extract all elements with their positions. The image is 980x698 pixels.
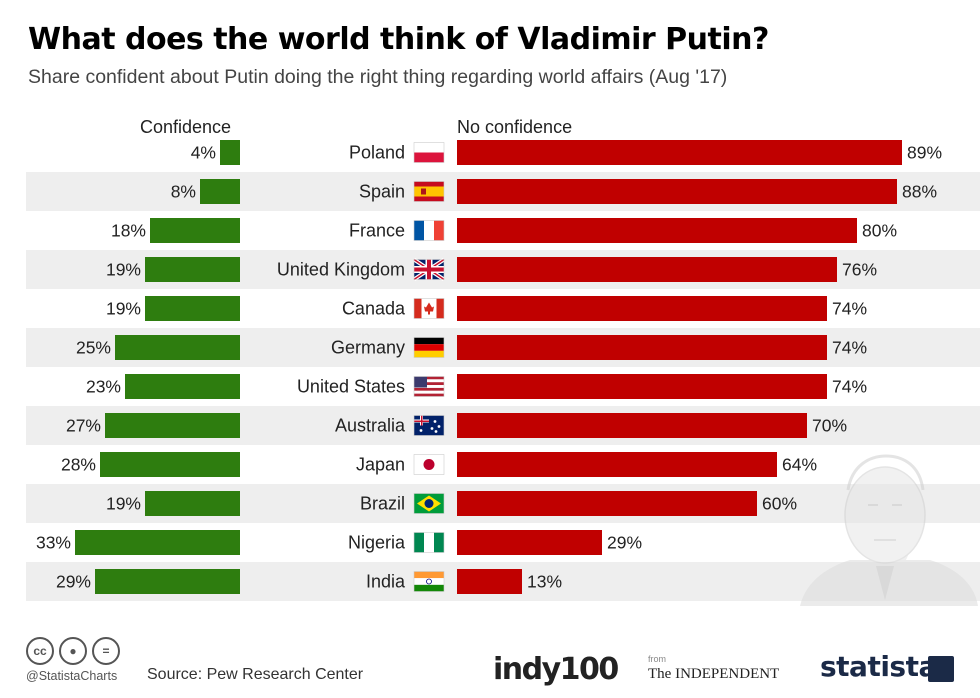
usa-flag-icon [413,376,445,397]
japan-flag-icon [413,454,445,475]
country-label: France [349,221,405,241]
no-confidence-bar [457,374,827,399]
no-confidence-value-label: 13% [527,572,562,592]
brazil-flag-icon [413,493,445,514]
confidence-bar [150,218,240,243]
confidence-value-label: 4% [191,143,216,163]
country-label: Germany [331,338,405,358]
no-confidence-bar [457,491,757,516]
indy100-logo: indy100 [493,652,620,687]
country-label: Australia [335,416,406,436]
confidence-bar [145,296,240,321]
confidence-bar [75,530,240,555]
no-confidence-bar [457,335,827,360]
no-confidence-bar [457,413,807,438]
poland-flag-icon [413,142,445,163]
country-label: Brazil [360,494,405,514]
uk-flag-icon [412,257,446,282]
no-confidence-bar [457,257,837,282]
confidence-bar [145,257,240,282]
no-confidence-value-label: 70% [812,416,847,436]
australia-flag-icon [413,415,445,436]
country-label: Spain [359,182,405,202]
no-confidence-bar [457,569,522,594]
attribution-icon: ● [59,637,87,665]
no-derivatives-icon: = [92,637,120,665]
statista-logo: statista [820,650,937,683]
creative-commons-icons: cc ● = [26,637,120,665]
confidence-bar [125,374,240,399]
confidence-value-label: 28% [61,455,96,475]
no-confidence-bar [457,530,602,555]
no-confidence-value-label: 60% [762,494,797,514]
no-confidence-bar [457,452,777,477]
confidence-value-label: 29% [56,572,91,592]
country-label: Japan [356,455,405,475]
source-note: Source: Pew Research Center [147,666,364,683]
country-label: India [366,572,406,592]
no-confidence-value-label: 89% [907,143,942,163]
confidence-value-label: 18% [111,221,146,241]
confidence-value-label: 27% [66,416,101,436]
france-flag-icon [413,220,445,241]
canada-flag-icon [413,298,445,319]
no-confidence-value-label: 74% [832,338,867,358]
no-confidence-value-label: 64% [782,455,817,475]
statista-mark-icon [928,656,954,682]
country-label: United Kingdom [277,260,405,280]
indy100-logo-text-a: indy [493,652,561,687]
germany-flag-icon [413,337,445,358]
no-confidence-value-label: 80% [862,221,897,241]
confidence-value-label: 19% [106,494,141,514]
country-label: Poland [349,143,405,163]
country-label: Nigeria [348,533,406,553]
confidence-value-label: 33% [36,533,71,553]
confidence-value-label: 25% [76,338,111,358]
confidence-bar [115,335,240,360]
no-confidence-bar [457,218,857,243]
country-label: Canada [342,299,406,319]
confidence-bar [95,569,240,594]
confidence-bar [200,179,240,204]
indy100-logo-text-b: 100 [559,652,620,687]
no-confidence-bar [457,179,897,204]
confidence-bar [105,413,240,438]
cc-icon: cc [26,637,54,665]
confidence-value-label: 19% [106,260,141,280]
confidence-value-label: 19% [106,299,141,319]
confidence-value-label: 8% [171,182,196,202]
confidence-bar [100,452,240,477]
india-flag-icon [413,571,445,592]
statista-handle: @StatistaCharts [26,669,118,683]
spain-flag-icon [413,181,445,202]
no-confidence-value-label: 76% [842,260,877,280]
independent-logo: The INDEPENDENT [648,666,780,682]
nigeria-flag-icon [413,532,445,553]
no-confidence-value-label: 88% [902,182,937,202]
country-label: United States [297,377,405,397]
legend-no-confidence: No confidence [457,117,573,137]
no-confidence-value-label: 74% [832,377,867,397]
from-label: from [648,654,666,664]
no-confidence-bar [457,140,902,165]
no-confidence-bar [457,296,827,321]
page-title: What does the world think of Vladimir Pu… [28,22,769,57]
confidence-bar [145,491,240,516]
confidence-value-label: 23% [86,377,121,397]
confidence-bar [220,140,240,165]
no-confidence-value-label: 74% [832,299,867,319]
no-confidence-value-label: 29% [607,533,642,553]
page-subtitle: Share confident about Putin doing the ri… [28,66,728,88]
legend-confidence: Confidence [140,117,232,137]
putin-portrait-icon [800,454,978,606]
